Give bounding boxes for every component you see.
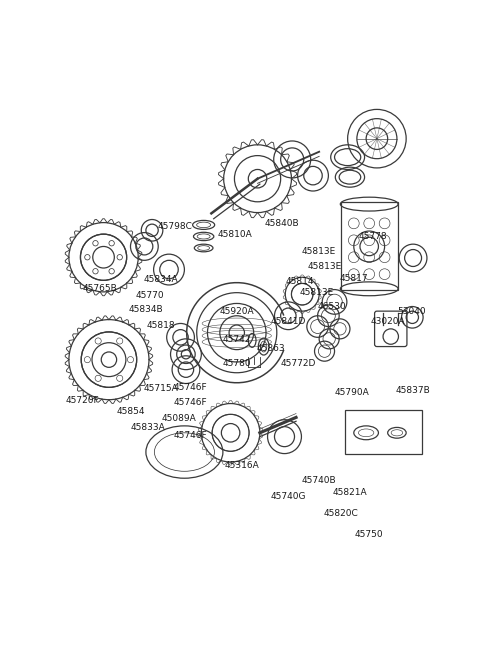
Text: 45840B: 45840B <box>264 219 299 228</box>
Text: 45740G: 45740G <box>271 492 306 501</box>
Text: 45740B: 45740B <box>302 476 336 485</box>
Text: 45854: 45854 <box>116 407 145 416</box>
Text: 45837B: 45837B <box>396 386 431 395</box>
Text: 46530: 46530 <box>318 302 347 311</box>
Text: 45818: 45818 <box>147 320 176 329</box>
Text: 45863: 45863 <box>256 345 285 353</box>
Text: 45841D: 45841D <box>271 318 306 326</box>
Text: 45821A: 45821A <box>333 489 367 497</box>
Text: 45834B: 45834B <box>129 305 163 314</box>
Text: 45765B: 45765B <box>83 284 117 293</box>
Text: 43020A: 43020A <box>371 318 405 326</box>
Text: 45813E: 45813E <box>300 288 334 297</box>
Text: 45750: 45750 <box>355 530 384 539</box>
Text: 45798C: 45798C <box>158 222 192 231</box>
Bar <box>345 409 421 455</box>
Text: 45817: 45817 <box>339 274 368 284</box>
Text: 45772D: 45772D <box>281 359 316 368</box>
Text: 45778: 45778 <box>359 232 387 241</box>
Text: 45920A: 45920A <box>219 307 254 316</box>
Text: 45780: 45780 <box>222 359 251 368</box>
Text: 45746F: 45746F <box>174 398 207 407</box>
Text: 45834A: 45834A <box>144 275 179 284</box>
Text: 45790A: 45790A <box>335 388 370 398</box>
Text: 45820C: 45820C <box>324 509 358 518</box>
Text: 45833A: 45833A <box>130 423 165 432</box>
Text: 45746F: 45746F <box>174 383 207 392</box>
Text: 45813E: 45813E <box>307 262 342 271</box>
Text: 45720F: 45720F <box>66 396 99 405</box>
Text: 45746F: 45746F <box>174 430 207 440</box>
Text: 45742: 45742 <box>223 335 251 344</box>
Text: 45089A: 45089A <box>162 415 196 423</box>
Text: 45813E: 45813E <box>302 246 336 255</box>
Text: 45715A: 45715A <box>144 384 179 394</box>
Text: 45770: 45770 <box>135 291 164 300</box>
Text: 53040: 53040 <box>397 307 426 316</box>
Text: 45810A: 45810A <box>218 230 252 238</box>
Text: 45316A: 45316A <box>225 461 260 470</box>
Text: 45814: 45814 <box>286 276 314 286</box>
